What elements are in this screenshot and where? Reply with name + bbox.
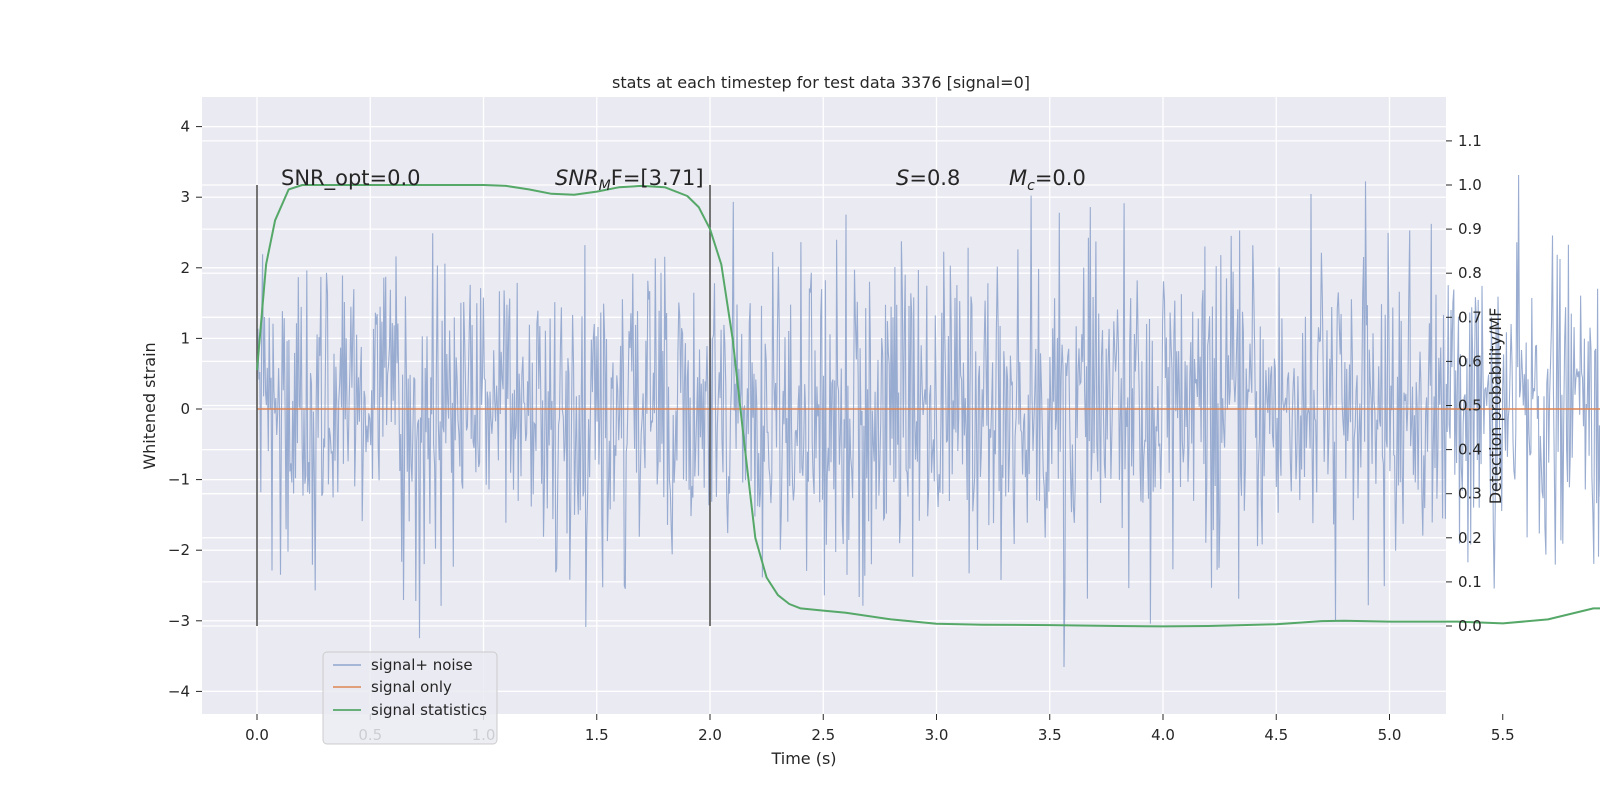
left-tick-label: −1 [168,471,190,489]
left-tick-label: 4 [180,118,190,136]
right-axis-ticks: 0.0 0.1 0.2 0.3 0.4 0.5 0.6 0.7 0.8 0.9 1.0 1.1 [1446,132,1482,635]
left-axis-ticks: −4 −3 −2 −1 0 1 2 3 4 [168,118,202,700]
right-tick-label: 0.6 [1458,352,1482,370]
legend-signal-label: signal only [371,678,452,696]
x-tick-label: 5.5 [1491,726,1515,744]
snr-opt-annotation: SNR_opt=0.0 [281,166,421,191]
right-tick-label: 0.0 [1458,617,1482,635]
x-tick-label: 3.0 [925,726,949,744]
vertical-markers [256,185,711,626]
x-tick-label: 4.5 [1264,726,1288,744]
left-tick-label: −3 [168,612,190,630]
right-tick-label: 0.4 [1458,441,1482,459]
right-tick-label: 0.8 [1458,264,1482,282]
legend-stat-label: signal statistics [371,701,487,719]
x-tick-label: 0.0 [245,726,269,744]
noise-trace [256,174,1600,668]
mc-value: =0.0 [1035,166,1086,190]
x-tick-label: 4.0 [1151,726,1175,744]
right-tick-label: 0.5 [1458,397,1482,415]
right-tick-label: 0.2 [1458,529,1482,547]
chart-title: stats at each timestep for test data 337… [612,73,1030,92]
x-tick-label: 2.5 [811,726,835,744]
snr-mf-annotation: SNRMF=[3.71] [555,166,704,194]
x-tick-label: 5.0 [1378,726,1402,744]
noise-series [256,174,1600,668]
mc-annotation: Mc=0.0 [1009,166,1086,194]
x-axis-label: Time (s) [770,749,836,768]
left-tick-label: −2 [168,541,190,559]
snr-mf-prefix: SNR [555,166,599,190]
left-tick-label: 0 [180,400,190,418]
right-tick-label: 0.7 [1458,308,1482,326]
right-tick-label: 1.1 [1458,132,1482,150]
right-tick-label: 0.1 [1458,573,1482,591]
mc-variable: M [1009,166,1027,190]
left-tick-label: 1 [180,329,190,347]
x-tick-label: 3.5 [1038,726,1062,744]
x-tick-label: 1.5 [585,726,609,744]
right-tick-label: 0.9 [1458,220,1482,238]
snr-mf-value: F=[3.71] [611,166,704,190]
left-tick-label: 2 [180,259,190,277]
left-tick-label: −4 [168,682,190,700]
x-tick-label: 2.0 [698,726,722,744]
right-axis-label: Detection probability/MF [1486,308,1505,505]
right-tick-label: 0.3 [1458,485,1482,503]
legend: signal+ noise signal only signal statist… [322,651,498,745]
s-annotation: S=0.8 [896,166,960,190]
snr-mf-subscript: M [599,178,611,194]
s-variable: S [896,166,909,190]
legend-noise-label: signal+ noise [371,656,473,674]
right-tick-label: 1.0 [1458,176,1482,194]
legend-box [322,651,498,745]
s-value: =0.8 [909,166,960,190]
mc-subscript: c [1027,178,1035,194]
signal-statistics-line [256,184,1600,628]
left-tick-label: 3 [180,188,190,206]
left-axis-label: Whitened strain [140,342,159,469]
